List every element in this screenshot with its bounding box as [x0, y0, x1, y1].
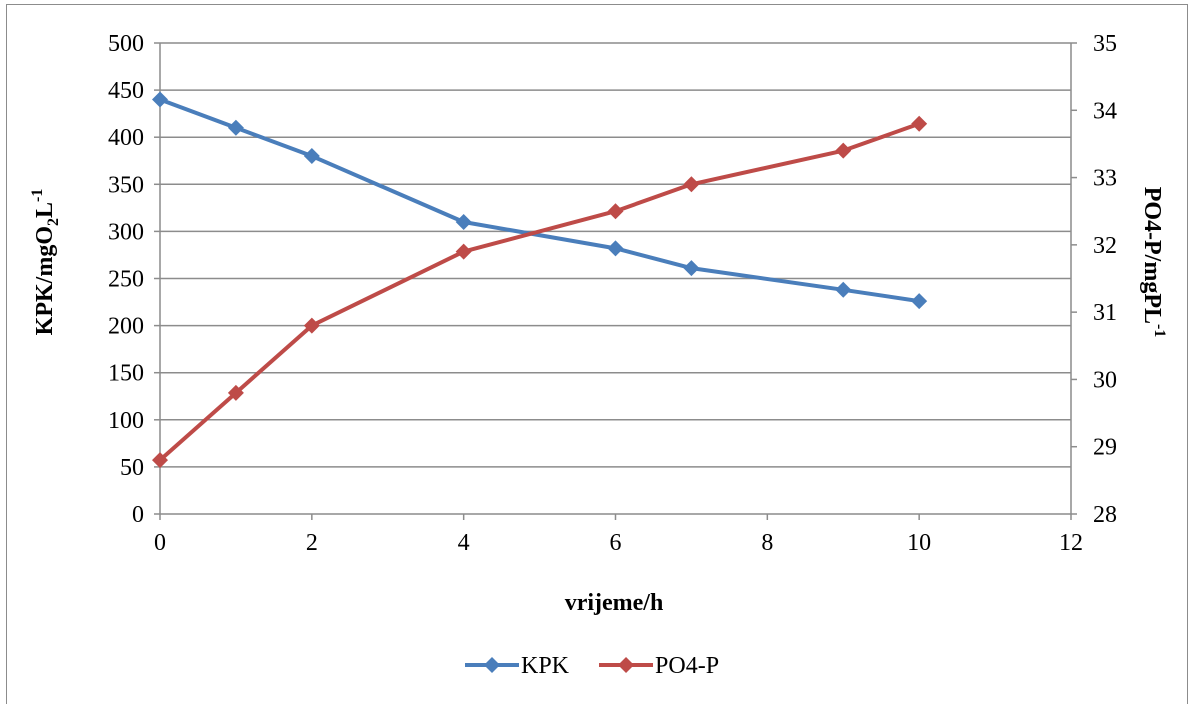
data-point-kpk — [303, 148, 320, 165]
legend-label-po4-p: PO4-P — [655, 653, 719, 679]
y-tick-label: 450 — [108, 78, 144, 104]
data-point-kpk — [607, 240, 624, 257]
x-tick-label: 4 — [458, 530, 470, 556]
legend: KPK PO4-P — [465, 653, 719, 679]
x-tick-label: 8 — [761, 530, 773, 556]
data-point-po4-p — [227, 384, 244, 401]
y-tick-label: 250 — [108, 267, 144, 293]
y2-axis-title-main: PO4-P/mgPL — [1139, 187, 1165, 324]
x-tick-label: 6 — [610, 530, 622, 556]
y-axis-title-sub: 2 — [45, 218, 62, 226]
data-point-po4-p — [455, 243, 472, 260]
data-point-po4-p — [607, 203, 624, 220]
data-point-kpk — [835, 281, 852, 298]
y-tick-label: 200 — [108, 314, 144, 340]
y-tick-label: 350 — [108, 172, 144, 198]
x-axis-ticks: 0 2 4 6 8 10 12 — [154, 530, 1083, 556]
series-layer — [152, 91, 928, 469]
data-point-kpk — [227, 119, 244, 136]
y-tick-label: 150 — [108, 361, 144, 387]
data-point-po4-p — [683, 176, 700, 193]
y-axis-title-sup: -1 — [29, 189, 46, 202]
y2-tick-label: 33 — [1093, 166, 1117, 192]
legend-label-kpk: KPK — [521, 653, 570, 679]
y-tick-label: 0 — [132, 502, 144, 528]
series-po4-p — [152, 115, 928, 469]
series-kpk — [152, 91, 928, 310]
y2-axis-title: PO4-P/mgPL-1 — [1139, 187, 1168, 338]
y-tick-label: 300 — [108, 219, 144, 245]
data-point-kpk — [152, 91, 168, 108]
y2-tick-label: 31 — [1093, 300, 1117, 326]
data-point-po4-p — [911, 115, 928, 132]
x-tick-label: 2 — [306, 530, 318, 556]
right-axis-ticks: 28 29 30 31 32 33 34 35 — [1093, 31, 1117, 528]
chart-frame — [6, 4, 1188, 704]
data-point-kpk — [683, 260, 700, 277]
x-tick-label: 12 — [1059, 530, 1083, 556]
y-axis-title-main: KPK/mgO — [32, 226, 58, 335]
y2-tick-label: 32 — [1093, 233, 1117, 259]
y2-tick-label: 28 — [1093, 502, 1117, 528]
series-line-kpk — [159, 97, 920, 304]
data-point-po4-p — [152, 452, 168, 469]
x-axis-title: vrijeme/h — [565, 590, 664, 616]
y-tick-label: 50 — [120, 455, 144, 481]
legend-marker-kpk — [484, 657, 500, 673]
y-axis-title: KPK/mgO2L-1 — [29, 189, 62, 336]
y2-axis-title-sup: -1 — [1151, 324, 1168, 337]
y2-tick-label: 35 — [1093, 31, 1117, 57]
y2-tick-label: 30 — [1093, 367, 1117, 393]
y-tick-label: 100 — [108, 408, 144, 434]
y-tick-label: 500 — [108, 31, 144, 57]
axes — [154, 42, 1077, 520]
legend-item-kpk: KPK — [465, 653, 570, 679]
left-axis-ticks: 0 50 100 150 200 250 300 350 400 450 500 — [108, 31, 144, 528]
data-point-po4-p — [303, 317, 320, 334]
y2-tick-label: 29 — [1093, 435, 1117, 461]
legend-marker-po4-p — [618, 657, 635, 673]
series-line-po4-p — [158, 121, 920, 462]
x-tick-label: 0 — [154, 530, 166, 556]
legend-item-po4-p: PO4-P — [599, 653, 719, 679]
gridlines — [160, 42, 1071, 468]
data-point-kpk — [455, 213, 472, 230]
x-tick-label: 10 — [907, 530, 931, 556]
y2-tick-label: 34 — [1093, 98, 1117, 124]
data-point-po4-p — [835, 142, 852, 159]
data-point-kpk — [911, 293, 928, 310]
y-axis-title-tail: L — [32, 202, 58, 218]
y-tick-label: 400 — [108, 125, 144, 151]
